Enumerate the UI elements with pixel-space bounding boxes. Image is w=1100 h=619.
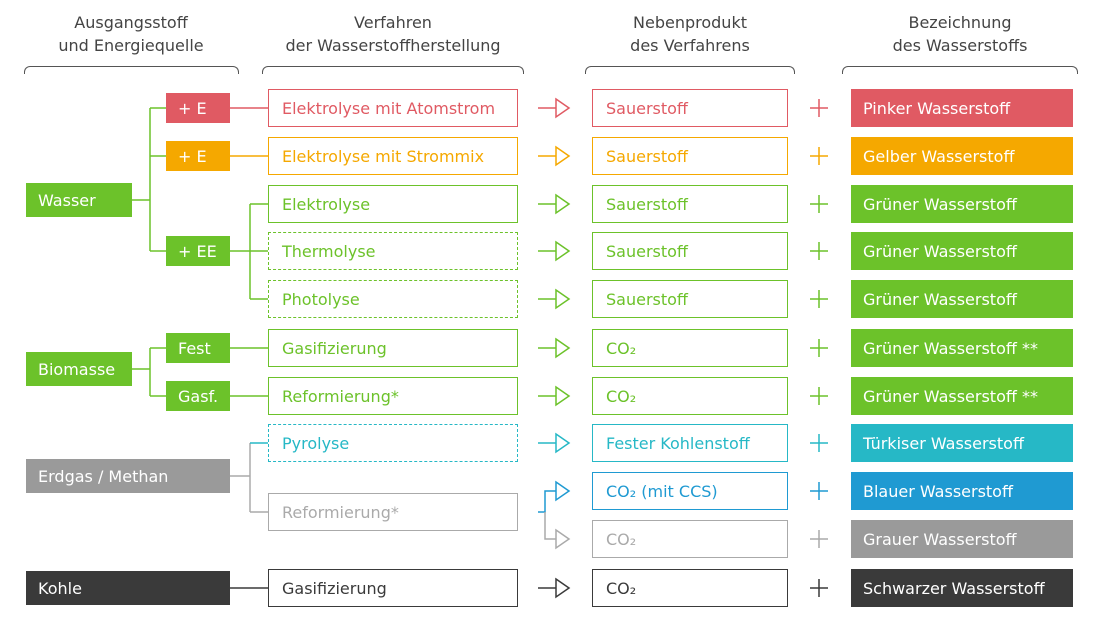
byproduct-row-6: CO₂ [592,329,788,367]
arrow-row-6-head [555,337,571,359]
hydrogen-blue: Blauer Wasserstoff [851,472,1073,510]
arrow-row-9-head [555,480,571,502]
header-source-bracket [24,66,239,74]
byproduct-row-3: Sauerstoff [592,185,788,223]
byproduct-row-9: CO₂ (mit CCS) [592,472,788,510]
header-process: Verfahren der Wasserstoffherstellung [285,13,501,55]
plus-icon-row-11 [810,579,828,597]
source-kohle: Kohle [26,571,230,605]
byproduct-row-5: Sauerstoff [592,280,788,318]
byproduct-row-2: Sauerstoff [592,137,788,175]
plus-icon-row-9 [810,482,828,500]
hydrogen-green-gasifizierung: Grüner Wasserstoff ** [851,329,1073,367]
arrow-row-11-head [555,577,571,599]
hydrogen-green-elektrolyse: Grüner Wasserstoff [851,185,1073,223]
arrow-row-4-head [555,240,571,262]
header-byproduct: Nebenprodukt des Verfahrens [630,13,750,55]
hydrogen-green-thermolyse: Grüner Wasserstoff [851,232,1073,270]
plus-icon-row-4 [810,242,828,260]
header-name: Bezeichnung des Wasserstoffs [892,13,1028,55]
byproduct-row-1: Sauerstoff [592,89,788,127]
plus-icon-row-10 [810,530,828,548]
byproduct-row-10: CO₂ [592,520,788,558]
process-elektrolyse-atomstrom: Elektrolyse mit Atomstrom [268,89,518,127]
byproduct-row-11: CO₂ [592,569,788,607]
arrow-row-10-head [555,528,571,550]
header-name-bracket [842,66,1078,74]
source-wasser: Wasser [26,183,132,217]
process-reformierung-erdgas: Reformierung* [268,493,518,531]
plus-icon-row-1 [810,99,828,117]
source-erdgas-methan: Erdgas / Methan [26,459,230,493]
arrow-row-7-head [555,385,571,407]
biomass-fest: Fest [166,333,230,363]
arrow-row-9-shaft [538,490,556,513]
plus-icon-row-5 [810,290,828,308]
hydrogen-green-reformierung: Grüner Wasserstoff ** [851,377,1073,415]
hydrogen-pink: Pinker Wasserstoff [851,89,1073,127]
hydrogen-green-photolyse: Grüner Wasserstoff [851,280,1073,318]
arrow-row-8-head [555,432,571,454]
plus-icon-row-8 [810,434,828,452]
process-reformierung-biomasse: Reformierung* [268,377,518,415]
plus-icon-row-3 [810,195,828,213]
biomass-gasfoermig: Gasf. [166,381,230,411]
energy-e-atomstrom: + E [166,93,230,123]
process-photolyse: Photolyse [268,280,518,318]
process-elektrolyse-strommix: Elektrolyse mit Strommix [268,137,518,175]
arrow-row-2-head [555,145,571,167]
arrow-row-10-shaft [544,512,556,540]
header-process-bracket [262,66,524,74]
hydrogen-yellow: Gelber Wasserstoff [851,137,1073,175]
byproduct-row-4: Sauerstoff [592,232,788,270]
plus-icon-row-6 [810,339,828,357]
hydrogen-turquoise: Türkiser Wasserstoff [851,424,1073,462]
header-byproduct-bracket [585,66,795,74]
process-gasifizierung-biomasse: Gasifizierung [268,329,518,367]
process-gasifizierung-kohle: Gasifizierung [268,569,518,607]
hydrogen-black: Schwarzer Wasserstoff [851,569,1073,607]
byproduct-row-7: CO₂ [592,377,788,415]
arrow-row-3-head [555,193,571,215]
energy-e-strommix: + E [166,141,230,171]
byproduct-row-8: Fester Kohlenstoff [592,424,788,462]
process-thermolyse: Thermolyse [268,232,518,270]
process-pyrolyse: Pyrolyse [268,424,518,462]
header-source: Ausgangsstoff und Energiequelle [58,13,204,55]
hydrogen-grey: Grauer Wasserstoff [851,520,1073,558]
plus-icon-row-2 [810,147,828,165]
source-biomasse: Biomasse [26,352,132,386]
arrow-row-1-head [555,97,571,119]
plus-icon-row-7 [810,387,828,405]
process-elektrolyse: Elektrolyse [268,185,518,223]
energy-ee-renewable: + EE [166,236,230,266]
arrow-row-5-head [555,288,571,310]
